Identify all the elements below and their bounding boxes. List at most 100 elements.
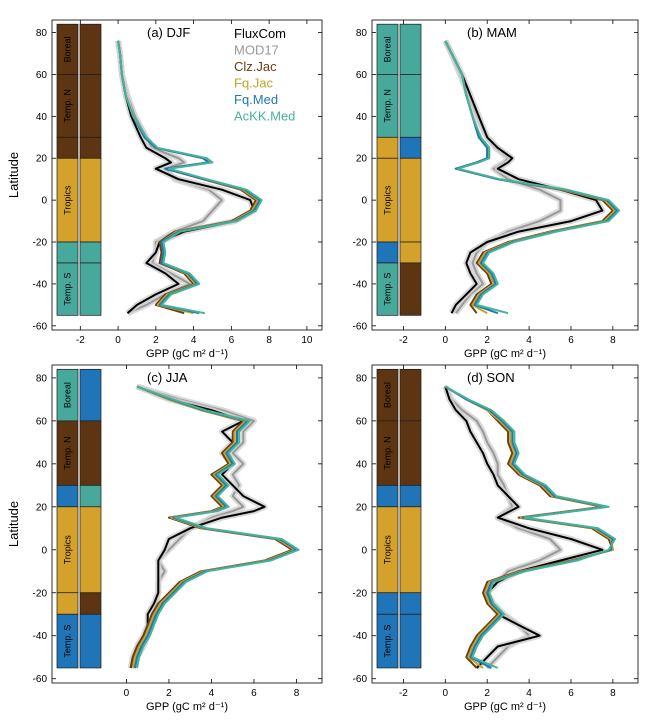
y-tick-label: -60 — [33, 321, 48, 332]
y-tick-label: 20 — [356, 502, 368, 513]
region-band-left — [56, 241, 79, 264]
x-tick-label: -2 — [399, 335, 408, 346]
x-tick-label: 6 — [229, 335, 235, 346]
region-label: Boreal — [63, 382, 73, 408]
x-tick-label: 8 — [294, 688, 300, 699]
region-band-left — [56, 262, 79, 316]
region-band-left — [376, 262, 399, 316]
y-tick-label: 80 — [356, 373, 368, 384]
series-line — [117, 40, 223, 315]
region-label: Boreal — [63, 36, 73, 62]
x-tick-label: 2 — [166, 688, 172, 699]
y-tick-label: 0 — [361, 545, 367, 556]
region-band-left — [376, 613, 399, 669]
region-label: Temp. S — [63, 273, 73, 306]
region-band-right — [79, 484, 102, 508]
legend-entry: Fq.Jac — [234, 76, 274, 91]
y-tick-label: -20 — [353, 238, 368, 249]
region-band-left — [376, 484, 399, 508]
region-label: Boreal — [383, 382, 393, 408]
y-tick-label: 40 — [356, 459, 368, 470]
y-tick-label: -20 — [353, 588, 368, 599]
region-band-left — [376, 241, 399, 264]
region-band-right — [79, 262, 102, 316]
y-tick-label: -60 — [353, 674, 368, 685]
panel-title: (b) MAM — [467, 25, 517, 40]
panel-title: (a) DJF — [147, 25, 190, 40]
series-line — [129, 385, 266, 669]
y-tick-label: 0 — [41, 545, 47, 556]
legend-entry: MOD17 — [234, 43, 279, 58]
region-band-right — [79, 23, 102, 75]
region-label: Tropics — [383, 185, 393, 215]
region-band-right — [79, 592, 102, 615]
series-line — [444, 385, 616, 669]
region-label: Tropics — [63, 535, 73, 565]
region-label: Temp. S — [383, 273, 393, 306]
x-tick-label: 2 — [153, 335, 159, 346]
series-line — [117, 40, 263, 315]
x-tick-label: 4 — [191, 335, 197, 346]
y-tick-label: 60 — [356, 70, 368, 81]
region-band-left — [56, 592, 79, 615]
y-tick-label: 0 — [41, 196, 47, 207]
x-tick-label: 2 — [484, 335, 490, 346]
x-tick-label: -2 — [76, 335, 85, 346]
region-band-right — [399, 420, 422, 486]
y-tick-label: 40 — [36, 459, 48, 470]
region-label: Temp. N — [383, 436, 393, 470]
y-tick-label: 80 — [356, 28, 368, 39]
x-tick-label: 0 — [115, 335, 121, 346]
y-tick-label: -20 — [33, 238, 48, 249]
region-band-left — [376, 592, 399, 615]
x-axis-label: GPP (gC m² d⁻¹) — [464, 348, 546, 360]
region-band-right — [79, 74, 102, 138]
y-tick-label: 0 — [361, 196, 367, 207]
y-tick-label: -60 — [353, 321, 368, 332]
region-band-left — [56, 484, 79, 508]
region-band-right — [79, 136, 102, 159]
x-tick-label: 0 — [124, 688, 130, 699]
x-tick-label: 2 — [484, 688, 490, 699]
y-tick-label: 20 — [36, 502, 48, 513]
region-label: Tropics — [383, 535, 393, 565]
region-label: Boreal — [383, 36, 393, 62]
region-band-right — [399, 484, 422, 508]
x-tick-label: 8 — [610, 688, 616, 699]
x-tick-label: 8 — [266, 335, 272, 346]
y-tick-label: 20 — [356, 154, 368, 165]
legend-entry: Clz.Jac — [234, 59, 277, 74]
region-band-right — [399, 506, 422, 594]
y-tick-label: 40 — [36, 112, 48, 123]
legend-entry: FluxCom — [234, 26, 286, 41]
region-label: Temp. N — [383, 89, 393, 123]
region-band-right — [399, 592, 422, 615]
x-tick-label: 0 — [443, 688, 449, 699]
region-label: Tropics — [63, 185, 73, 215]
y-tick-label: 20 — [36, 154, 48, 165]
series-line — [444, 40, 621, 315]
y-axis-label: Latitude — [6, 501, 21, 547]
series-line — [117, 40, 255, 314]
x-axis-label: GPP (gC m² d⁻¹) — [464, 701, 546, 713]
region-band-right — [399, 74, 422, 138]
region-band-right — [399, 368, 422, 422]
region-band-right — [79, 241, 102, 264]
region-band-right — [399, 241, 422, 264]
y-tick-label: -40 — [33, 631, 48, 642]
y-tick-label: -60 — [33, 674, 48, 685]
y-tick-label: -40 — [353, 631, 368, 642]
x-tick-label: 6 — [251, 688, 257, 699]
region-band-right — [399, 23, 422, 75]
x-tick-label: 6 — [568, 688, 574, 699]
legend-entry: Fq.Med — [234, 92, 278, 107]
x-axis-label: GPP (gC m² d⁻¹) — [146, 348, 228, 360]
region-label: Temp. N — [63, 89, 73, 123]
x-tick-label: 8 — [610, 335, 616, 346]
region-band-right — [79, 613, 102, 669]
region-band-right — [79, 368, 102, 422]
region-band-left — [56, 613, 79, 669]
